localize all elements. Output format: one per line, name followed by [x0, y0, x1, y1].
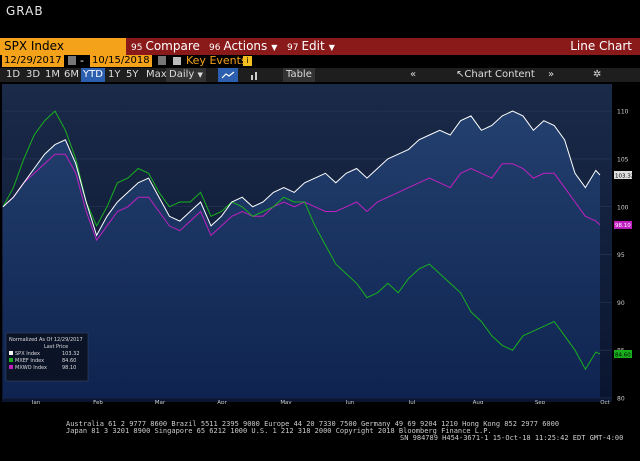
y-tick-label: 100 — [617, 204, 629, 211]
x-tick-label: Sep — [535, 400, 546, 404]
footer-line-3: SN 984789 H454-3671-1 15-Oct-18 11:25:42… — [400, 434, 624, 442]
gear-icon[interactable]: ✲ — [593, 69, 602, 80]
x-tick-label: Feb — [93, 400, 103, 404]
period-1d-button[interactable]: 1D — [6, 69, 21, 80]
legend-swatch — [9, 365, 13, 369]
chart-content-icon: ↖ — [456, 69, 465, 80]
legend-entry-value: 98.10 — [62, 365, 76, 371]
period-6m-button[interactable]: 6M — [64, 69, 79, 80]
spx-series-line — [2, 110, 601, 237]
end-date-field[interactable]: 10/15/2018 — [90, 55, 152, 67]
legend-swatch — [9, 358, 13, 362]
x-tick-label: Mar — [155, 400, 166, 404]
legend-entry-name: MXEF Index — [15, 358, 44, 364]
period-5y-button[interactable]: 5Y — [126, 69, 139, 80]
last-value-tag — [614, 220, 632, 229]
last-value-tag — [614, 350, 632, 359]
chevron-down-icon: ▼ — [197, 71, 203, 79]
date-separator: - — [80, 54, 84, 67]
edit-menu-label: Edit — [301, 39, 325, 53]
x-tick-label: Apr — [217, 400, 227, 404]
legend-entry-value: 103.32 — [62, 351, 80, 357]
line-chart-icon[interactable] — [218, 68, 238, 82]
actions-menu-number: 96 — [209, 43, 221, 53]
edit-menu-button[interactable]: 97 Edit ▼ — [287, 38, 335, 55]
legend-subheader: Last Price — [44, 344, 68, 350]
compare-menu-number: 95 — [131, 43, 143, 53]
last-value-tag-text: 98.10 — [615, 223, 631, 229]
watermark-text: GRAB — [6, 4, 44, 18]
footer-line-2: Japan 81 3 3201 8900 Singapore 65 6212 1… — [66, 427, 492, 435]
edit-menu-number: 97 — [287, 43, 299, 53]
period-toolbar — [0, 68, 640, 82]
bar-chart-icon[interactable] — [248, 68, 262, 82]
x-tick-label: Jan — [31, 400, 41, 404]
legend-box — [5, 332, 89, 382]
legend-entry-name: MXWO Index — [15, 365, 47, 371]
chart-content-button[interactable]: ↖Chart Content — [456, 68, 535, 82]
last-value-tag-text: 103.32 — [615, 173, 634, 179]
bar-chart-glyph — [251, 72, 257, 80]
legend-entry-value: 84.60 — [62, 358, 76, 364]
y-tick-label: 105 — [617, 156, 629, 163]
frequency-value: Daily — [169, 69, 195, 80]
key-events-label: Key Events — [186, 54, 247, 67]
x-tick-label: May — [280, 400, 292, 404]
chart-content-label: Chart Content — [464, 69, 535, 80]
legend-swatch — [9, 351, 13, 355]
actions-menu-label: Actions — [223, 39, 268, 53]
spx-area-fill — [3, 111, 600, 398]
period-max-button[interactable]: Max — [146, 69, 167, 80]
expand-right-icon[interactable]: » — [548, 69, 555, 80]
start-date-field[interactable]: 12/29/2017 — [2, 55, 64, 67]
period-3d-button[interactable]: 3D — [26, 69, 41, 80]
view-title: Line Chart — [570, 39, 632, 53]
y-tick-label: 110 — [617, 109, 629, 116]
collapse-left-icon[interactable]: « — [410, 69, 417, 80]
line-chart-glyph — [221, 71, 235, 79]
x-tick-label: Jul — [408, 400, 416, 404]
compare-menu-label: Compare — [145, 39, 200, 53]
period-1m-button[interactable]: 1M — [45, 69, 60, 80]
legend-header: Normalized As Of 12/29/2017 — [9, 337, 83, 343]
command-toolbar — [0, 38, 640, 55]
footer-line-1: Australia 61 2 9777 8600 Brazil 5511 239… — [66, 420, 560, 428]
ticker-field[interactable]: SPX Index — [0, 38, 126, 55]
x-tick-label: Oct — [600, 400, 610, 404]
calendar-icon[interactable] — [158, 56, 166, 65]
legend-entry-name: SPX Index — [15, 351, 40, 357]
line-chart: 11010510095908580 JanFebMarAprMayJunJulA… — [0, 82, 640, 404]
calendar-icon[interactable] — [68, 56, 76, 65]
period-1y-button[interactable]: 1Y — [108, 69, 121, 80]
chevron-down-icon: ▼ — [328, 43, 335, 52]
key-events-checkbox[interactable] — [173, 57, 181, 65]
table-button[interactable]: Table — [283, 68, 315, 82]
compare-menu-button[interactable]: 95 Compare — [131, 38, 200, 55]
frequency-select[interactable]: Daily ▼ — [166, 68, 206, 82]
y-tick-label: 90 — [617, 300, 625, 307]
x-tick-label: Jun — [345, 400, 355, 404]
y-tick-label: 80 — [617, 396, 625, 403]
info-icon[interactable]: i — [243, 56, 252, 66]
last-value-tag-text: 84.60 — [615, 352, 631, 358]
y-tick-label: 95 — [617, 252, 625, 259]
period-ytd-button[interactable]: YTD — [81, 68, 105, 82]
chevron-down-icon: ▼ — [271, 43, 278, 52]
actions-menu-button[interactable]: 96 Actions ▼ — [209, 38, 277, 55]
x-tick-label: Aug — [473, 400, 484, 404]
last-value-tag — [614, 171, 632, 180]
mxef-series-line — [2, 110, 601, 371]
